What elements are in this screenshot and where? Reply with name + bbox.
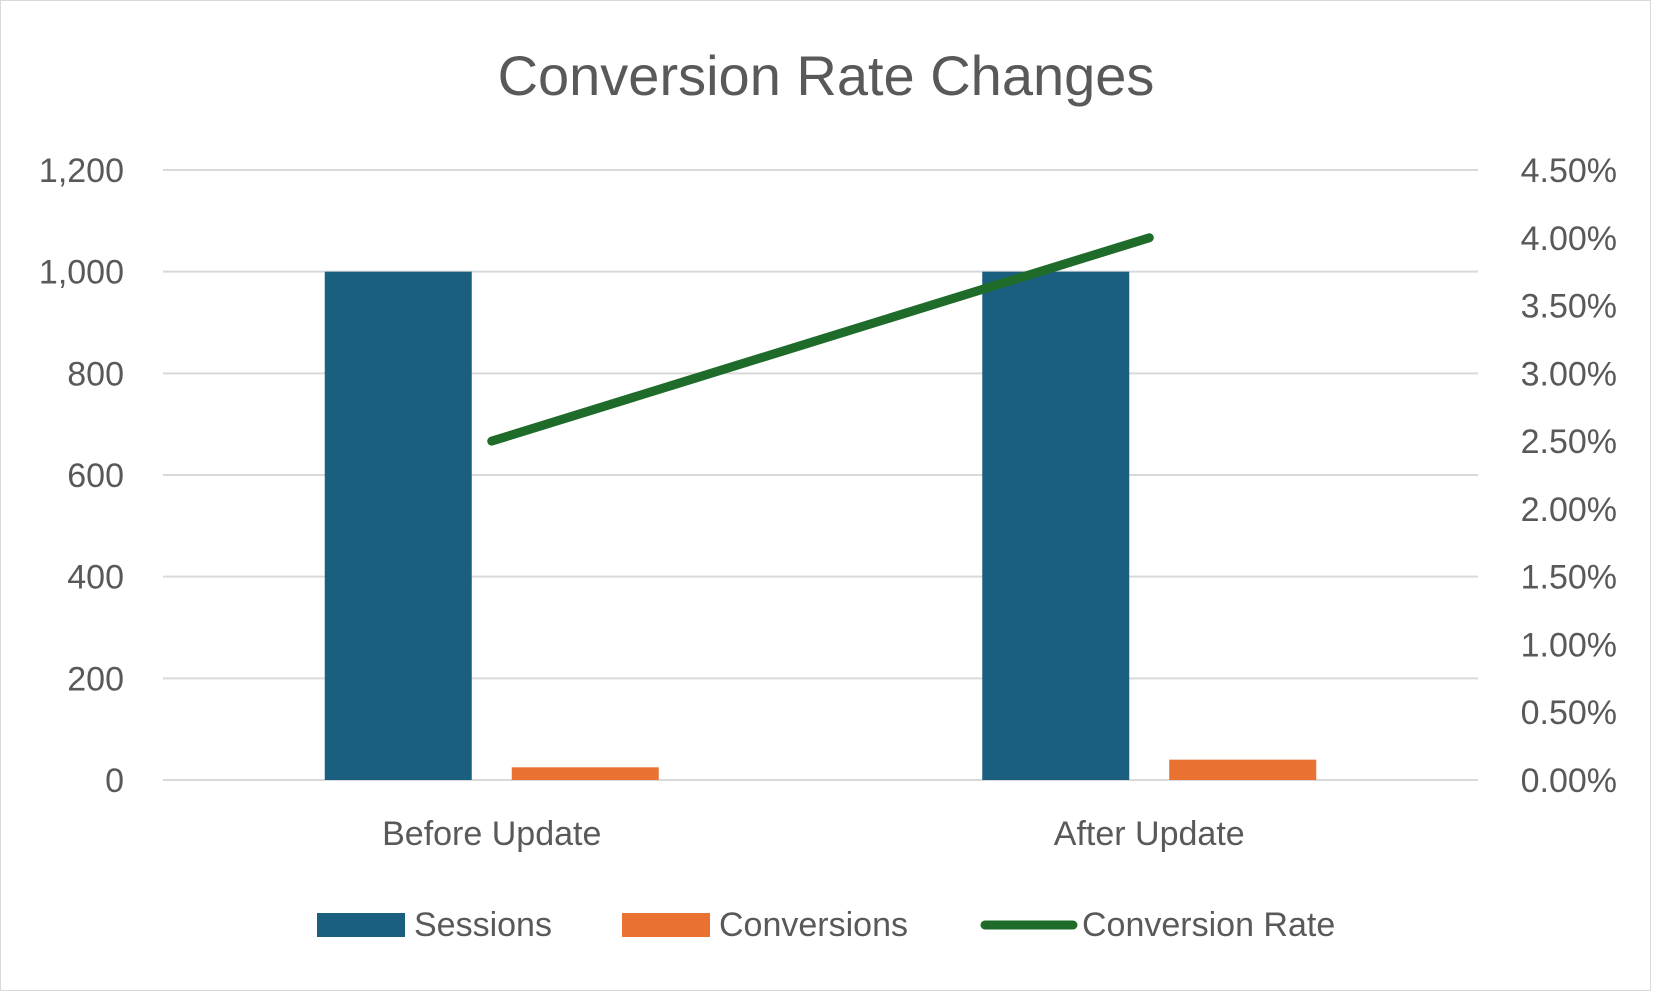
right-axis-tick-label: 2.00% bbox=[1521, 491, 1617, 529]
left-axis-tick-label: 1,200 bbox=[39, 152, 124, 190]
right-axis-tick-label: 2.50% bbox=[1521, 423, 1617, 461]
bar-conversions-1 bbox=[1169, 759, 1317, 780]
left-axis-tick-label: 600 bbox=[67, 457, 124, 495]
bars bbox=[324, 271, 1317, 780]
chart-title: Conversion Rate Changes bbox=[498, 44, 1155, 107]
category-labels: Before Update After Update bbox=[382, 815, 1245, 853]
legend-swatch-conversions bbox=[622, 913, 710, 937]
left-axis-tick-label: 0 bbox=[105, 762, 124, 800]
right-axis-ticks: 0.00% 0.50% 1.00% 1.50% 2.00% 2.50% 3.00% 3.50%… bbox=[1521, 152, 1617, 800]
bar-sessions-0 bbox=[324, 271, 472, 780]
line-conversion-rate bbox=[487, 233, 1154, 446]
right-axis-tick-label: 1.00% bbox=[1521, 626, 1617, 664]
right-axis-tick-label: 0.00% bbox=[1521, 762, 1617, 800]
legend-swatch-sessions bbox=[317, 913, 405, 937]
right-axis-tick-label: 4.00% bbox=[1521, 220, 1617, 258]
right-axis-tick-label: 0.50% bbox=[1521, 694, 1617, 732]
legend-label-sessions: Sessions bbox=[414, 906, 552, 944]
left-axis-tick-label: 400 bbox=[67, 559, 124, 597]
legend-label-conversion-rate: Conversion Rate bbox=[1082, 906, 1335, 944]
right-axis-tick-label: 3.00% bbox=[1521, 355, 1617, 393]
right-axis-tick-label: 1.50% bbox=[1521, 559, 1617, 597]
legend: Sessions Conversions Conversion Rate bbox=[317, 906, 1335, 944]
bar-sessions-1 bbox=[982, 271, 1130, 780]
line-series bbox=[487, 233, 1154, 446]
left-axis-tick-label: 800 bbox=[67, 355, 124, 393]
left-axis-tick-label: 200 bbox=[67, 660, 124, 698]
legend-label-conversions: Conversions bbox=[719, 906, 908, 944]
right-axis-tick-label: 4.50% bbox=[1521, 152, 1617, 190]
left-axis-ticks: 0 200 400 600 800 1,000 1,200 bbox=[39, 152, 124, 800]
bar-conversions-0 bbox=[511, 767, 659, 780]
category-label: After Update bbox=[1054, 815, 1245, 853]
category-label: Before Update bbox=[382, 815, 601, 853]
right-axis-tick-label: 3.50% bbox=[1521, 288, 1617, 326]
left-axis-tick-label: 1,000 bbox=[39, 254, 124, 292]
